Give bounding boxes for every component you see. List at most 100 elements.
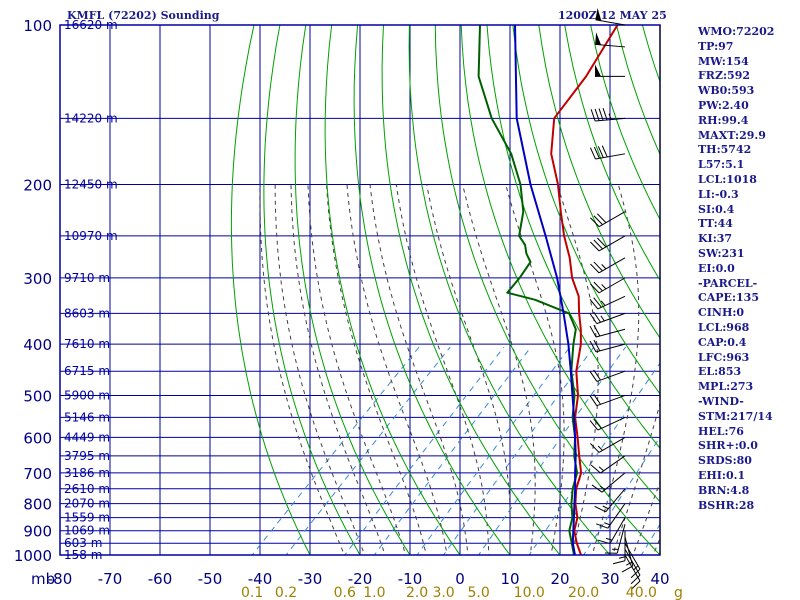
pressure-tick-label: 300	[23, 270, 52, 288]
dry-adiabat	[294, 25, 411, 555]
wind-barb	[590, 257, 626, 274]
pressure-tick-label: 700	[23, 465, 52, 483]
mixing-ratio-label: 0.2	[275, 585, 297, 600]
height-label: 8603 m	[64, 306, 110, 320]
mixing-ratio-label: 20.0	[568, 585, 599, 600]
sounding-index: LFC:963	[698, 350, 750, 364]
sounding-index: STM:217/14	[698, 409, 773, 423]
wind-barb	[604, 524, 626, 554]
station-title: KMFL (72202) Sounding	[67, 9, 220, 22]
temperature-trace	[550, 25, 619, 555]
pressure-tick-label: 1000	[14, 547, 52, 565]
sounding-index: KI:37	[698, 232, 733, 246]
moist-adiabat	[505, 184, 565, 555]
moist-adiabat	[290, 184, 386, 555]
height-label: 9710 m	[64, 271, 110, 285]
sounding-index: CAPE:135	[698, 291, 759, 305]
wind-barb	[589, 324, 626, 338]
dry-adiabat	[460, 25, 660, 503]
mixing-ratio-label: 0.1	[241, 585, 263, 600]
sounding-index: TP:97	[698, 39, 734, 53]
wind-barb	[590, 455, 626, 474]
moist-adiabat	[426, 184, 511, 555]
sounding-index: L57:5.1	[698, 158, 745, 172]
dry-adiabat	[486, 25, 660, 450]
dry-adiabat	[381, 25, 561, 555]
wind-barb	[590, 436, 626, 453]
height-label: 6715 m	[64, 364, 110, 378]
sounding-index: FRZ:592	[698, 69, 751, 83]
sounding-index: MAXT:29.9	[698, 128, 766, 142]
moist-adiabat	[556, 184, 599, 555]
wind-barb	[621, 536, 634, 573]
mixing-ratio-label: 0.6	[334, 585, 356, 600]
height-label: 1559 m	[64, 511, 110, 525]
temperature-tick-label: 20	[550, 570, 569, 588]
moist-adiabat	[346, 184, 448, 555]
mixing-ratio-label: 3.0	[432, 585, 454, 600]
wind-barb	[590, 108, 626, 122]
sounding-index: MW:154	[698, 54, 749, 68]
moist-adiabat	[395, 184, 490, 555]
height-label: 5146 m	[64, 410, 110, 424]
wind-barb	[589, 416, 626, 431]
wind-barb	[624, 548, 641, 585]
dry-adiabat	[324, 25, 461, 555]
dry-adiabat	[564, 25, 660, 282]
wind-barb	[589, 295, 626, 310]
wind-barb	[589, 145, 626, 160]
moist-adiabat	[369, 184, 469, 555]
dry-adiabats	[230, 25, 800, 566]
dry-adiabat	[512, 25, 660, 395]
height-label: 14220 m	[64, 111, 118, 125]
temperature-tick-label: -70	[98, 570, 123, 588]
wind-barb	[595, 32, 626, 48]
sounding-index: EHI:0.1	[698, 468, 746, 482]
height-label: 603 m	[64, 536, 102, 550]
temperature-tick-label: 10	[500, 570, 519, 588]
height-label: 4449 m	[64, 430, 110, 444]
moist-adiabat	[307, 184, 407, 555]
moist-adiabats	[259, 184, 660, 555]
sounding-index: WMO:72202	[698, 25, 775, 38]
mixing-ratio-label: 40.0	[626, 585, 657, 600]
sounding-index: LCL:968	[698, 320, 750, 334]
wind-barb	[591, 472, 626, 493]
mixing-ratio-line	[416, 346, 571, 555]
mixing-ratio-line	[477, 346, 627, 555]
height-label: 7610 m	[64, 337, 110, 351]
wind-barb	[596, 503, 626, 529]
sounding-index: TT:44	[698, 217, 733, 231]
dry-adiabat	[538, 25, 660, 339]
temperature-tick-label: -50	[198, 570, 223, 588]
height-label: 5900 m	[64, 388, 110, 402]
sounding-index: SHR+:0.0	[698, 439, 758, 453]
wind-barb	[597, 517, 626, 545]
wind-barb	[589, 339, 626, 353]
parcel-trace	[514, 25, 577, 555]
sounding-index: HEL:76	[698, 424, 744, 438]
height-label: 2070 m	[64, 497, 110, 511]
wind-barbs	[589, 7, 661, 590]
sounding-index: EL:853	[698, 365, 742, 379]
mixing-ratio-label: 2.0	[406, 585, 428, 600]
wind-barb	[590, 277, 626, 294]
wind-barb	[590, 235, 626, 252]
dry-adiabat	[772, 25, 800, 566]
moist-adiabat	[326, 184, 427, 555]
temperature-tick-label: -30	[298, 570, 323, 588]
sounding-index: EI:0.0	[698, 261, 735, 275]
mixing-ratio-line	[528, 362, 660, 555]
wind-barb	[595, 7, 626, 26]
pressure-tick-label: 400	[23, 336, 52, 354]
wind-barb	[595, 64, 625, 77]
wind-barb	[612, 530, 626, 565]
mixing-ratio-line	[442, 346, 595, 555]
sounding-index: SI:0.4	[698, 202, 735, 216]
height-label: 1069 m	[64, 524, 110, 538]
height-label: 3186 m	[64, 466, 110, 480]
sounding-index: TH:5742	[698, 143, 752, 157]
wind-barb	[624, 554, 641, 590]
